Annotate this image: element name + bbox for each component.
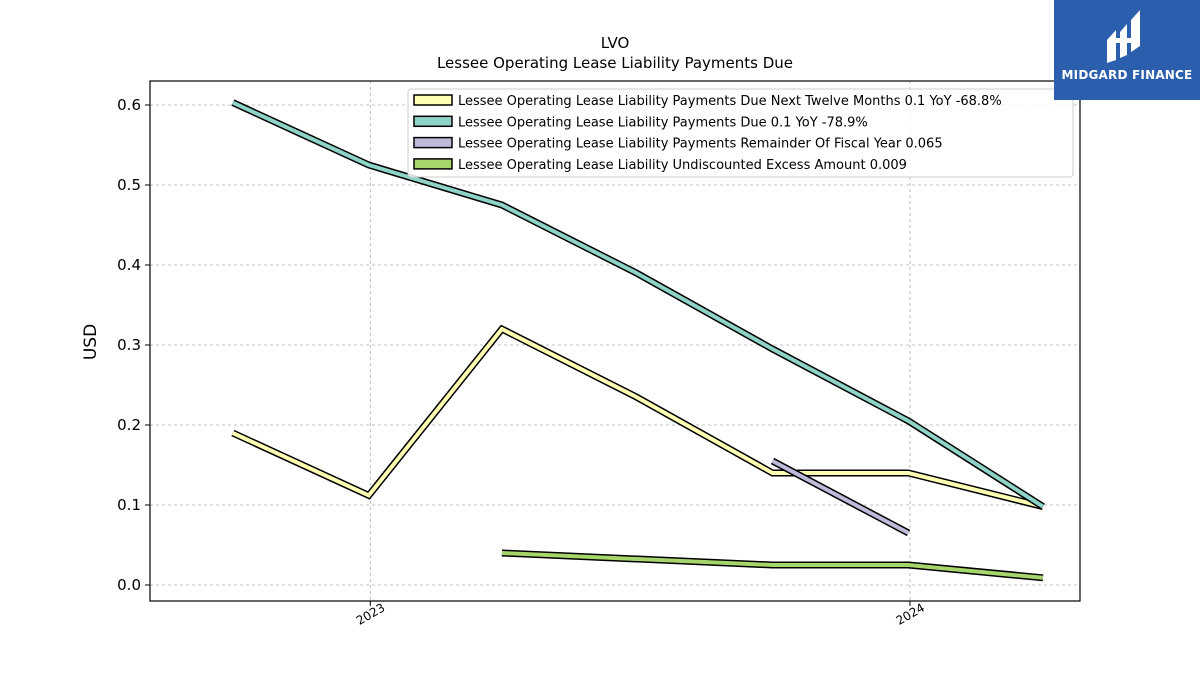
legend-item[interactable]: Lessee Operating Lease Liability Payment… bbox=[413, 136, 943, 152]
y-tick-label: 0.2 bbox=[117, 416, 141, 434]
legend-box bbox=[407, 88, 1074, 178]
series-line-fill bbox=[231, 100, 1045, 509]
legend-swatch bbox=[413, 115, 453, 128]
midgard-logo-mark-icon bbox=[1107, 10, 1140, 63]
series-line-fill bbox=[231, 326, 1044, 509]
legend-label: Lessee Operating Lease Liability Undisco… bbox=[458, 158, 907, 173]
series-line bbox=[231, 324, 1044, 510]
plot-lines bbox=[231, 99, 1045, 582]
y-tick-label: 0.1 bbox=[117, 496, 141, 514]
legend-label: Lessee Operating Lease Liability Payment… bbox=[458, 137, 943, 152]
series-line-fill bbox=[501, 551, 1044, 580]
chart-subtitle: Lessee Operating Lease Liability Payment… bbox=[437, 54, 793, 72]
series-line bbox=[770, 457, 911, 537]
series-line bbox=[501, 549, 1044, 582]
series-line bbox=[231, 99, 1045, 510]
legend-label: Lessee Operating Lease Liability Payment… bbox=[458, 94, 1002, 109]
series-line-fill bbox=[771, 459, 910, 535]
y-tick-label: 0.5 bbox=[117, 176, 141, 194]
legend-swatch bbox=[413, 94, 453, 106]
y-axis-label: USD bbox=[81, 324, 101, 360]
legend-item[interactable]: Lessee Operating Lease Liability Payment… bbox=[413, 94, 1002, 109]
legend-label: Lessee Operating Lease Liability Payment… bbox=[458, 115, 868, 130]
midgard-finance-logo: MIDGARD FINANCE bbox=[1054, 0, 1200, 100]
plot-frame bbox=[149, 80, 1081, 602]
legend-item[interactable]: Lessee Operating Lease Liability Payment… bbox=[413, 115, 868, 130]
series-line-outline bbox=[231, 324, 1044, 510]
legend-item[interactable]: Lessee Operating Lease Liability Undisco… bbox=[413, 158, 907, 173]
logo-text: MIDGARD FINANCE bbox=[1061, 68, 1193, 82]
y-tick-label: 0.3 bbox=[117, 336, 141, 354]
y-tick-label: 0.0 bbox=[117, 576, 141, 594]
legend-swatch bbox=[413, 158, 453, 170]
legend[interactable]: Lessee Operating Lease Liability Payment… bbox=[407, 88, 1074, 178]
y-tick-label: 0.6 bbox=[117, 96, 141, 114]
y-tick-label: 0.4 bbox=[117, 256, 141, 274]
legend-swatch bbox=[413, 136, 453, 149]
chart-title: LVO bbox=[601, 34, 630, 52]
